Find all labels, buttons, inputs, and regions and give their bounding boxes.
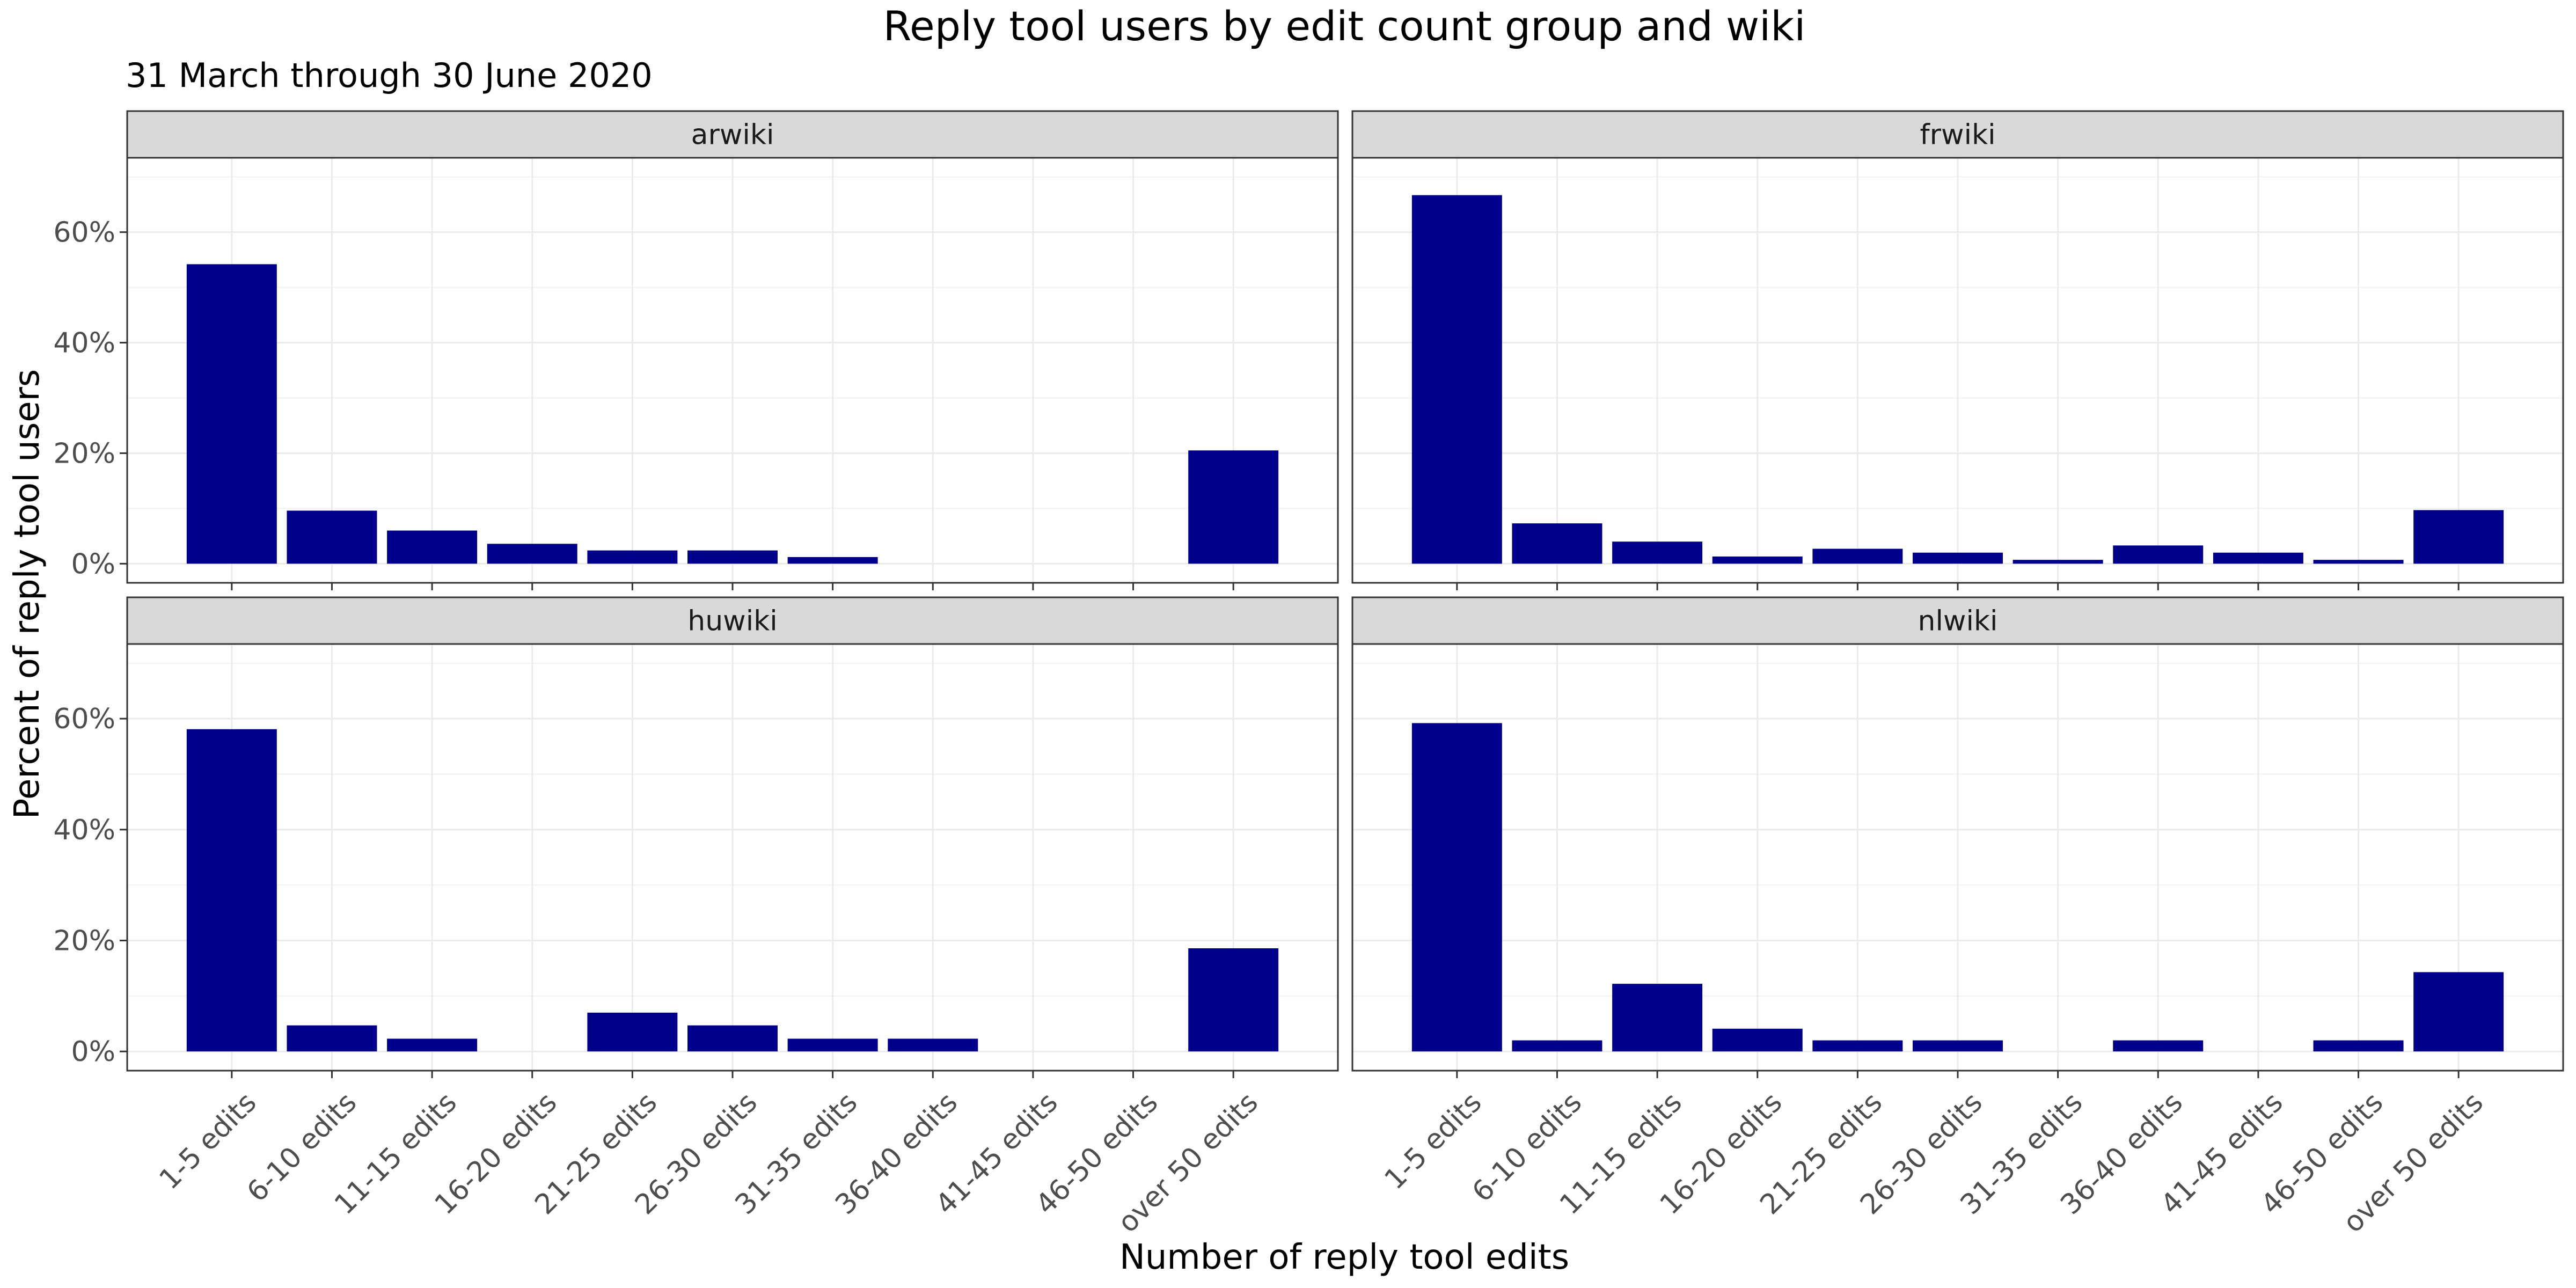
bar-huwiki-1 [186, 729, 277, 1052]
bar-arwiki-5 [587, 550, 678, 564]
y-axis-title: Percent of reply tool users [8, 369, 47, 819]
bar-huwiki-5 [587, 1012, 678, 1052]
facet-strip [126, 110, 1339, 159]
facet-panel-frwiki: frwiki [1351, 110, 2564, 590]
bar-nlwiki-4 [1712, 1028, 1803, 1052]
bar-huwiki-11 [1188, 948, 1279, 1052]
bar-nlwiki-11 [2413, 972, 2504, 1052]
facet-strip [126, 596, 1339, 645]
chart-title: Reply tool users by edit count group and… [883, 2, 1806, 50]
bar-huwiki-8 [888, 1038, 978, 1052]
bar-frwiki-6 [1913, 552, 2003, 564]
y-tick-label: 60% [53, 703, 115, 735]
y-tick-label: 20% [53, 437, 115, 470]
bar-arwiki-7 [787, 557, 878, 564]
y-tick-label: 40% [53, 814, 115, 846]
bar-nlwiki-3 [1612, 984, 1703, 1052]
bar-huwiki-2 [287, 1025, 377, 1052]
y-tick-label: 0% [71, 1036, 116, 1068]
bar-arwiki-6 [687, 550, 778, 564]
chart-subtitle: 31 March through 30 June 2020 [126, 56, 653, 95]
bar-frwiki-9 [2213, 552, 2303, 564]
bar-nlwiki-6 [1913, 1040, 2003, 1052]
bar-frwiki-3 [1612, 541, 1703, 564]
bar-nlwiki-2 [1512, 1040, 1602, 1052]
bar-arwiki-3 [387, 530, 478, 564]
bar-frwiki-10 [2313, 560, 2404, 564]
bar-huwiki-3 [387, 1038, 478, 1052]
facet-panel-arwiki: arwiki 0% 20% 40% 60% [53, 110, 1339, 590]
y-tick-label: 60% [53, 217, 115, 249]
facet-strip-label: frwiki [1920, 119, 1995, 151]
bar-frwiki-2 [1512, 523, 1602, 564]
bar-nlwiki-8 [2113, 1040, 2204, 1052]
bar-arwiki-2 [287, 510, 377, 564]
bar-frwiki-4 [1712, 556, 1803, 564]
bar-huwiki-6 [687, 1025, 778, 1052]
y-tick-label: 20% [53, 925, 115, 957]
bar-frwiki-8 [2113, 545, 2204, 564]
facet-panels: arwiki 0% 20% 40% 60% frwiki huwiki 0% 20% 40% 60%… [53, 110, 2564, 1239]
facet-strip-label: huwiki [687, 605, 777, 638]
y-tick-label: 0% [71, 548, 116, 580]
x-tick-label: 1-5 edits [153, 1086, 263, 1196]
bar-nlwiki-5 [1812, 1040, 1903, 1052]
facet-strip-label: nlwiki [1918, 605, 1998, 638]
bar-arwiki-11 [1188, 450, 1279, 564]
bar-frwiki-1 [1411, 195, 1502, 564]
facet-strip-label: arwiki [691, 119, 774, 151]
bar-arwiki-1 [186, 264, 277, 564]
bar-frwiki-5 [1812, 548, 1903, 564]
bar-nlwiki-10 [2313, 1040, 2404, 1052]
bar-nlwiki-1 [1411, 723, 1502, 1052]
x-tick-label: 1-5 edits [1379, 1086, 1488, 1196]
x-axis-title: Number of reply tool edits [1119, 1238, 1569, 1277]
y-tick-label: 40% [53, 327, 115, 360]
bar-frwiki-11 [2413, 510, 2504, 564]
bar-arwiki-4 [487, 544, 577, 564]
bar-frwiki-7 [2012, 560, 2103, 564]
bar-huwiki-7 [787, 1038, 878, 1052]
